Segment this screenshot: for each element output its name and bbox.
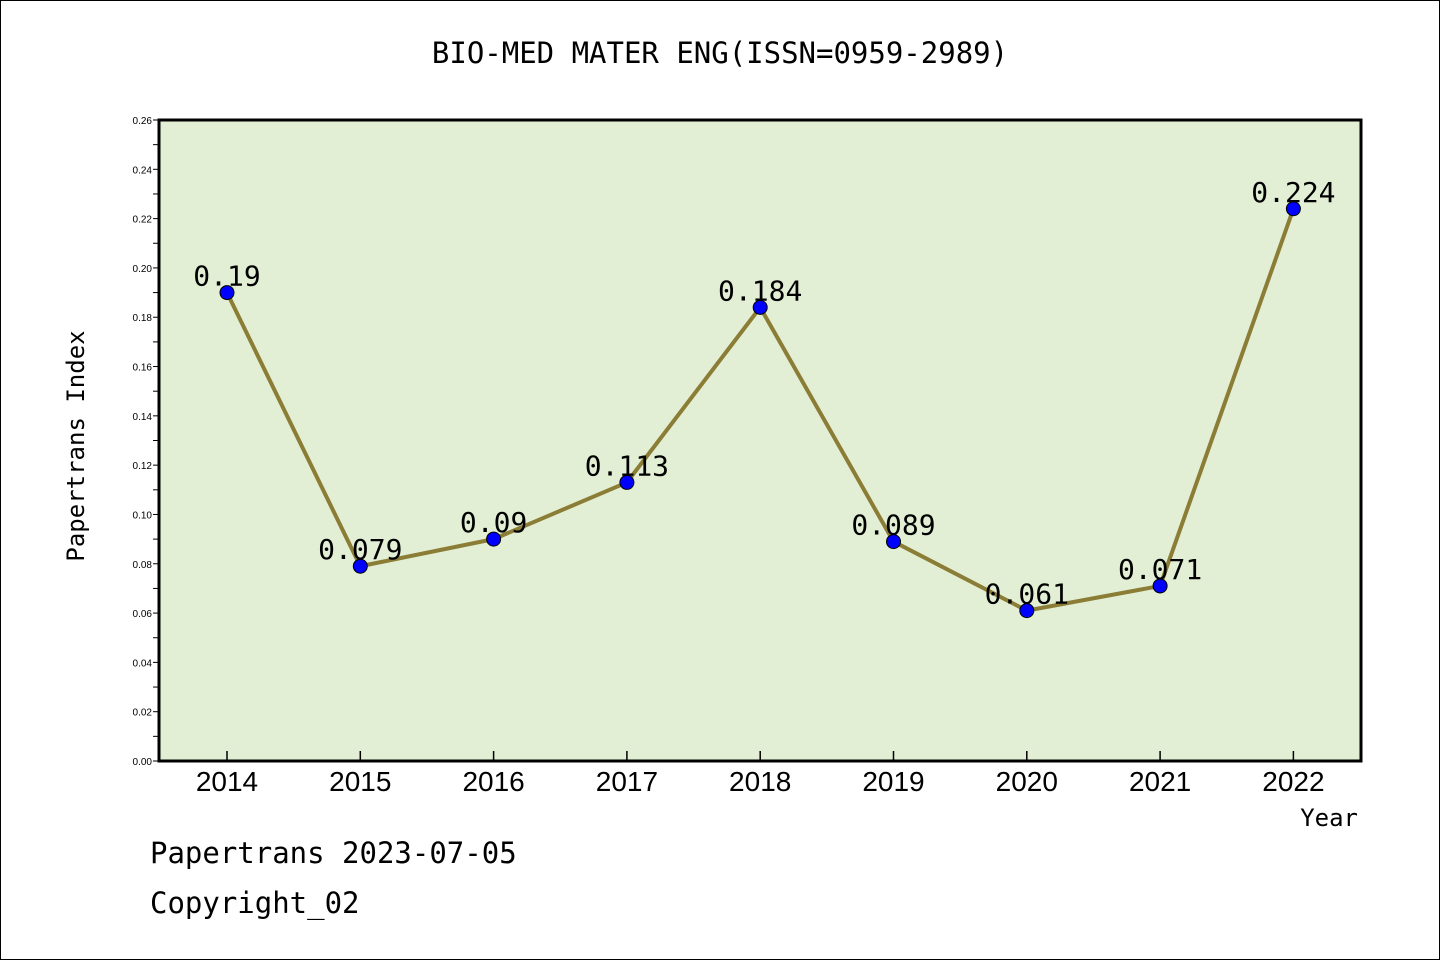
x-tick-label: 2017 xyxy=(596,766,658,797)
x-tick-label: 2014 xyxy=(196,766,258,797)
data-labels: 0.19 0.079 0.09 0.113 0.184 0.089 0.061 0.071 0.… xyxy=(193,176,1335,611)
data-point xyxy=(219,285,235,301)
x-axis: 2014 2015 2016 2017 2018 2019 2020 2021 2022 xyxy=(196,751,1325,797)
footer-copyright-text: Copyright_02 xyxy=(150,886,360,920)
y-tick-label: 0.18 xyxy=(133,313,153,324)
x-tick-label: 2015 xyxy=(329,766,391,797)
y-tick-label: 0.10 xyxy=(133,510,153,521)
plot-area xyxy=(157,118,1363,763)
data-point xyxy=(486,531,502,547)
data-point xyxy=(1285,201,1301,217)
y-tick-label: 0.20 xyxy=(133,264,153,275)
chart-title: BIO-MED MATER ENG(ISSN=0959-2989) xyxy=(431,36,1009,70)
y-axis: 0.00 0.02 0.04 0.06 0.08 0.10 0.12 0.14 0.16 0.18… xyxy=(133,116,159,768)
data-label: 0.061 xyxy=(985,578,1069,611)
data-label: 0.113 xyxy=(585,449,669,482)
data-label: 0.071 xyxy=(1118,553,1202,586)
x-tick-label: 2018 xyxy=(729,766,791,797)
y-axis-label: Papertrans Index xyxy=(62,330,90,561)
series-markers xyxy=(219,201,1301,619)
x-tick-label: 2021 xyxy=(1129,766,1191,797)
data-label: 0.184 xyxy=(718,274,802,307)
y-tick-label: 0.26 xyxy=(133,116,153,127)
y-tick-label: 0.16 xyxy=(133,363,153,374)
data-label: 0.19 xyxy=(193,260,260,293)
y-tick-label: 0.06 xyxy=(133,609,153,620)
x-tick-label: 2022 xyxy=(1262,766,1324,797)
data-label: 0.224 xyxy=(1251,176,1335,209)
x-tick-label: 2016 xyxy=(462,766,524,797)
data-point xyxy=(886,534,901,550)
data-point xyxy=(752,299,768,315)
y-tick-label: 0.02 xyxy=(133,708,153,719)
data-point xyxy=(1152,578,1168,594)
x-tick-label: 2019 xyxy=(862,766,924,797)
x-tick-label: 2020 xyxy=(996,766,1058,797)
y-tick-label: 0.12 xyxy=(133,461,153,472)
x-axis-label: Year xyxy=(1300,804,1358,832)
data-point xyxy=(1019,603,1035,619)
data-label: 0.079 xyxy=(318,533,402,566)
data-point xyxy=(619,474,635,490)
y-tick-label: 0.24 xyxy=(133,165,153,176)
y-tick-label: 0.00 xyxy=(133,757,153,768)
y-tick-label: 0.04 xyxy=(133,658,153,669)
y-tick-label: 0.22 xyxy=(133,215,153,226)
y-tick-label: 0.08 xyxy=(133,560,153,571)
y-tick-label: 0.14 xyxy=(133,412,153,423)
data-label: 0.089 xyxy=(851,509,935,542)
data-point xyxy=(352,558,368,574)
data-label: 0.09 xyxy=(460,506,527,539)
footer-date-text: Papertrans 2023-07-05 xyxy=(150,836,517,870)
